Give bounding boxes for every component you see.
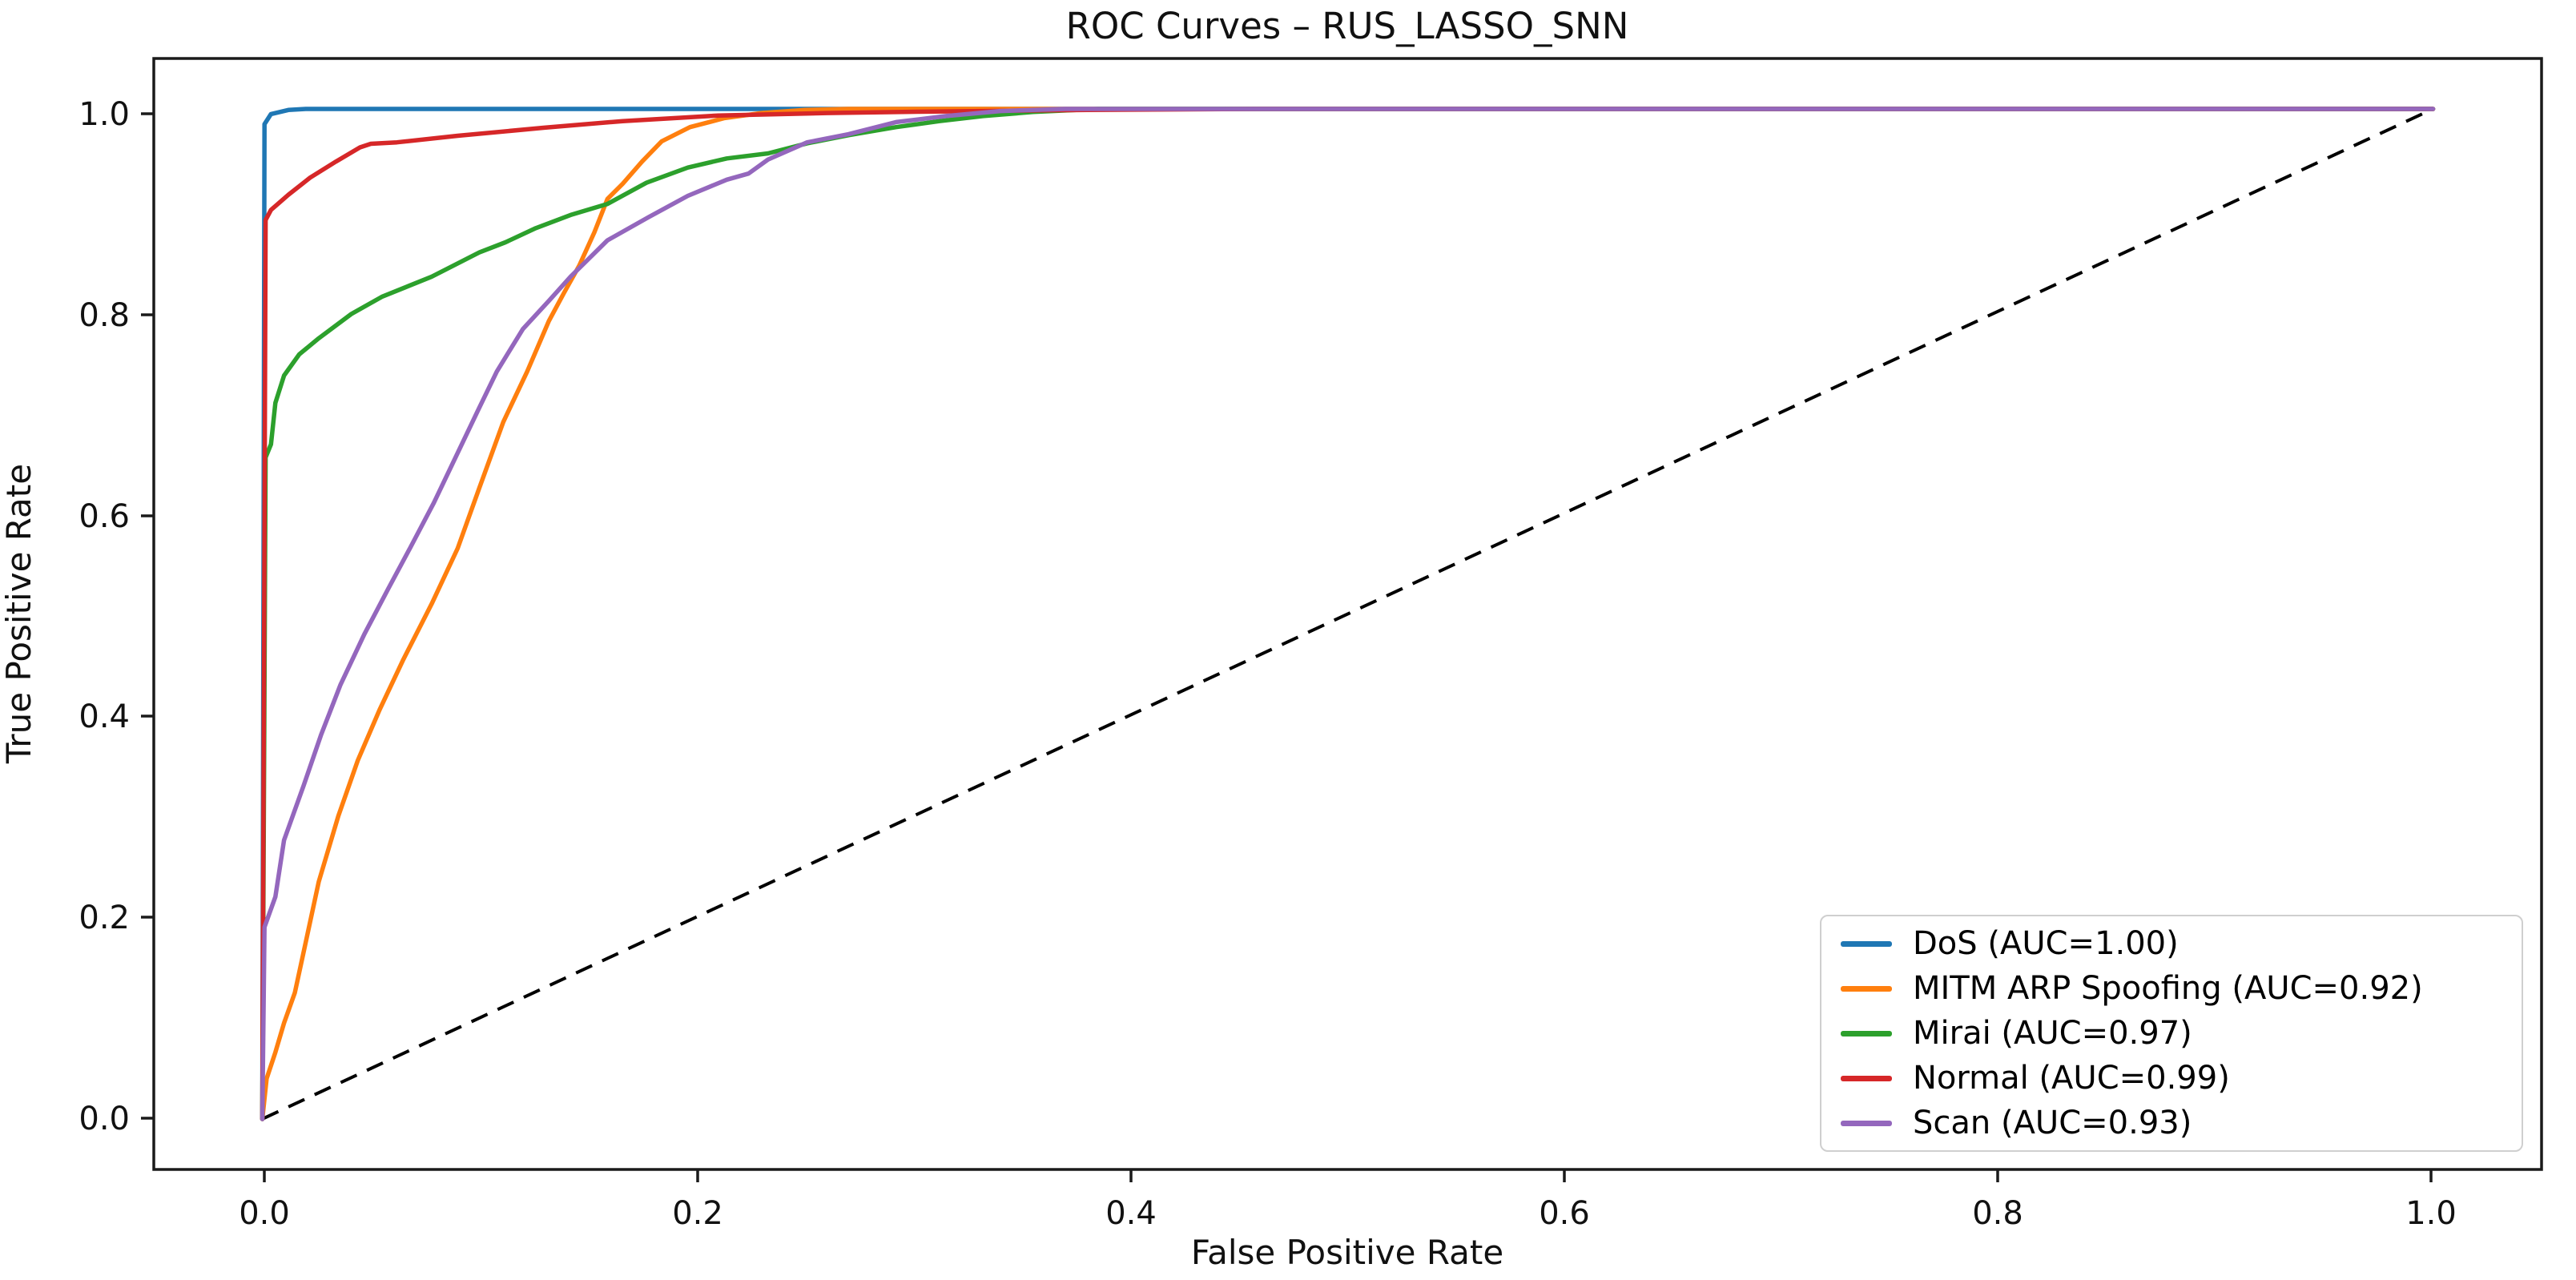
- legend-label-mitm: MITM ARP Spoofing (AUC=0.92): [1913, 970, 2423, 1007]
- x-tick-1.0: 1.0: [2405, 1195, 2457, 1232]
- y-tick-0.8: 0.8: [78, 297, 130, 334]
- plot-frame: [152, 57, 2543, 1171]
- y-tick-1.0: 1.0: [78, 96, 130, 133]
- dos-line-swatch: [1841, 940, 1892, 947]
- roc-curve-mirai: [260, 107, 2436, 1121]
- mirai-line-swatch: [1841, 1030, 1892, 1036]
- legend-label-scan: Scan (AUC=0.93): [1913, 1105, 2192, 1141]
- legend-item-dos: DoS (AUC=1.00): [1829, 928, 2514, 960]
- x-tick-0.4: 0.4: [1105, 1195, 1157, 1232]
- legend-item-normal: Normal (AUC=0.99): [1829, 1062, 2514, 1094]
- x-tick-marks: [263, 1169, 2433, 1182]
- y-axis-label: True Positive Rate: [0, 464, 38, 764]
- roc-curve-mitm-arp-spoofing: [260, 107, 2436, 1121]
- y-tick-0.6: 0.6: [78, 498, 130, 535]
- y-tick-0.0: 0.0: [78, 1101, 130, 1137]
- legend-label-normal: Normal (AUC=0.99): [1913, 1060, 2230, 1097]
- normal-line-swatch: [1841, 1075, 1892, 1081]
- legend-item-mirai: Mirai (AUC=0.97): [1829, 1017, 2514, 1049]
- chart-title: ROC Curves – RUS_LASSO_SNN: [1066, 5, 1629, 47]
- legend-item-scan: Scan (AUC=0.93): [1829, 1107, 2514, 1139]
- roc-curve-scan: [260, 107, 2436, 1121]
- x-tick-labels: 0.0 0.2 0.4 0.6 0.8 1.0: [239, 1195, 2457, 1232]
- y-tick-0.2: 0.2: [78, 900, 130, 936]
- x-tick-0.6: 0.6: [1539, 1195, 1590, 1232]
- y-tick-marks: [141, 112, 154, 1120]
- y-tick-labels: 0.0 0.2 0.4 0.6 0.8 1.0: [78, 96, 130, 1137]
- x-tick-0.0: 0.0: [239, 1195, 290, 1232]
- roc-curves: [260, 107, 2436, 1121]
- y-tick-0.4: 0.4: [78, 698, 130, 735]
- chance-diagonal-line: [261, 107, 2434, 1121]
- x-tick-0.8: 0.8: [1972, 1195, 2023, 1232]
- legend-label-mirai: Mirai (AUC=0.97): [1913, 1015, 2192, 1052]
- roc-curve-normal: [260, 107, 2436, 1121]
- mitm-line-swatch: [1841, 985, 1892, 992]
- scan-line-swatch: [1841, 1120, 1892, 1126]
- x-axis-label: False Positive Rate: [1191, 1233, 1503, 1272]
- legend: DoS (AUC=1.00) MITM ARP Spoofing (AUC=0.…: [1820, 915, 2523, 1152]
- legend-label-dos: DoS (AUC=1.00): [1913, 925, 2179, 962]
- chance-diagonal: [261, 107, 2434, 1121]
- x-tick-0.2: 0.2: [672, 1195, 723, 1232]
- legend-item-mitm-arp-spoofing: MITM ARP Spoofing (AUC=0.92): [1829, 972, 2514, 1004]
